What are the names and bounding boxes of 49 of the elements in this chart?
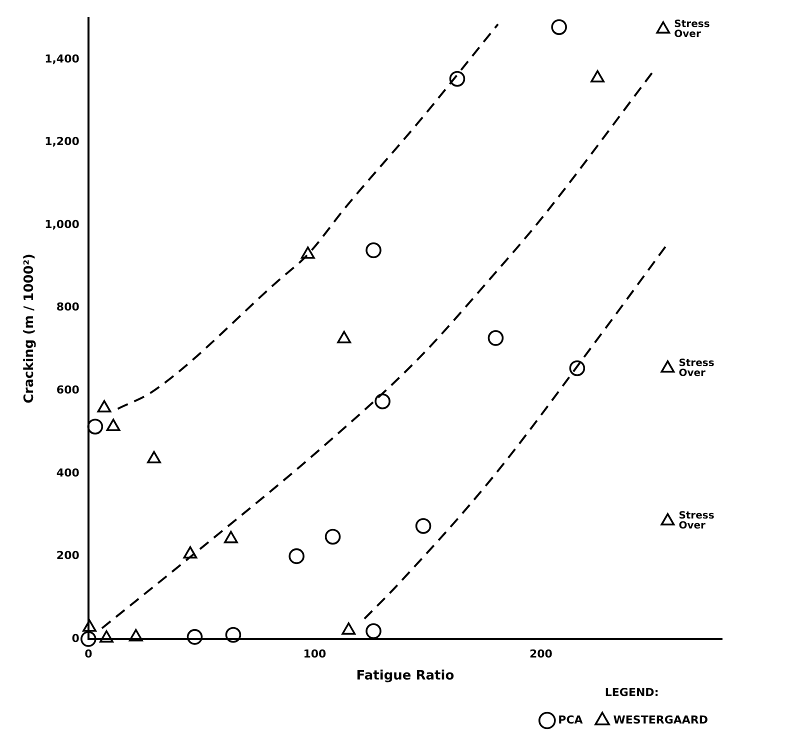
- point: [366, 623, 382, 640]
- legend-title: LEGEND:: [604, 686, 659, 700]
- point: [288, 548, 304, 564]
- legend-label: WESTERGAARD: [613, 713, 708, 726]
- point: [415, 518, 432, 534]
- y-tick-label: 0: [72, 632, 80, 645]
- point: [225, 626, 242, 643]
- y-tick-label: 200: [56, 549, 80, 562]
- x-tick-label: 100: [303, 647, 327, 660]
- point: [656, 21, 670, 34]
- point: [551, 19, 567, 36]
- y-tick-label: 1,000: [44, 218, 80, 231]
- point: [128, 629, 143, 642]
- point: [100, 630, 114, 643]
- point: [488, 330, 504, 346]
- x-tick-label: 200: [529, 647, 553, 660]
- point: [106, 418, 120, 432]
- point: [147, 451, 161, 464]
- point: [82, 620, 96, 632]
- point: [80, 631, 96, 647]
- y-tick-label: 1,400: [44, 52, 80, 66]
- y-axis-title: Cracking (m / 1000²): [22, 254, 38, 404]
- point: [660, 513, 675, 526]
- data-label: Stress Over: [674, 18, 710, 40]
- point: [569, 360, 586, 376]
- point: [337, 330, 352, 344]
- point: [300, 246, 315, 259]
- point: [224, 530, 238, 544]
- point: [183, 546, 198, 559]
- point: [590, 70, 605, 82]
- y-tick-label: 400: [56, 466, 80, 480]
- data-label: Stress Over: [678, 510, 714, 532]
- point: [186, 629, 203, 645]
- y-tick-label: 1,200: [44, 135, 80, 148]
- x-tick-label: 0: [84, 647, 93, 660]
- point: [660, 360, 675, 373]
- point: [374, 393, 390, 410]
- y-tick-label: 600: [56, 383, 80, 396]
- legend-label: PCA: [558, 713, 584, 726]
- point: [324, 528, 341, 545]
- line-series: [116, 23, 499, 410]
- point: [97, 400, 112, 412]
- y-tick-label: 800: [56, 300, 80, 314]
- data-label: Stress Over: [678, 358, 714, 379]
- point: [87, 418, 104, 435]
- point: [366, 242, 382, 258]
- point: [342, 622, 356, 635]
- x-axis-title: Fatigue Ratio: [356, 668, 454, 684]
- point: [449, 70, 466, 87]
